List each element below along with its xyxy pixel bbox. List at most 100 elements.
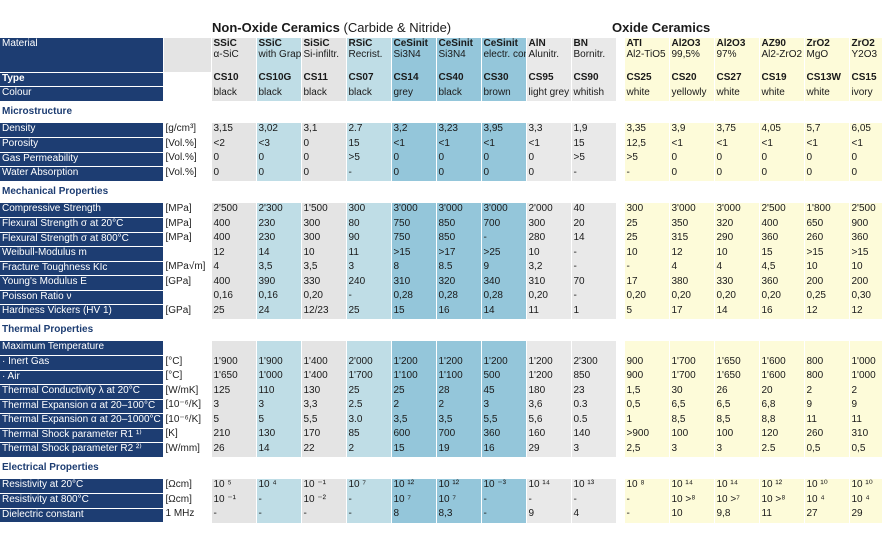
value-cell: <1 [526,137,572,152]
value-cell: 330 [714,275,760,290]
property-row: Resistivity at 800°C [Ωcm] 10 ⁻¹ -10 ⁻² -10 … [0,493,882,509]
value-cell: - [211,508,257,523]
value-cell: 1 [624,413,670,428]
value-cell: 2 [436,399,482,414]
value-cell: CS10 [211,72,257,87]
material-desc: Si3N4 [438,49,466,60]
property-row: Fracture Toughness KIc [MPa√m] 4 3,5 3,5 3 8 8.… [0,261,882,276]
value-cell: 130 [256,428,302,443]
value-cell: 0,20 [624,290,670,305]
value-cell: black [301,86,347,101]
value-cell: 12 [804,304,850,319]
value-cell: <1 [849,137,882,152]
value-cell: - [346,508,392,523]
group-spacer [616,152,625,167]
value-cell: 10 ⁵ [211,479,257,494]
value-cell: 0 [526,152,572,167]
value-cell: >5 [346,152,392,167]
value-cell: 300 [346,203,392,218]
value-cell: 0 [804,152,850,167]
group-spacer [616,413,625,428]
property-row: Dielectric constant 1 MHz - - - -8 8,3-9 4-10 9,… [0,508,882,523]
value-cell: 100 [714,428,760,443]
value-cell: 8,5 [714,413,760,428]
value-cell: - [346,493,392,508]
value-cell: >5 [571,152,617,167]
property-label: Compressive Strength [0,203,164,218]
non-oxide-heading: Non-Oxide Ceramics (Carbide & Nitride) [212,20,452,35]
value-cell: 0 [714,166,760,181]
value-cell: 400 [211,232,257,247]
value-cell: 10 ¹² [759,479,805,494]
value-cell: 240 [346,275,392,290]
value-cell: CS27 [714,72,760,87]
group-spacer [616,355,625,370]
value-cell: 5,5 [481,413,527,428]
value-cell: CS25 [624,72,670,87]
property-label: Flexural Strength σ at 20°C [0,217,164,233]
value-cell: 380 [669,275,715,290]
value-cell: 10 ⁻² [301,493,347,508]
value-cell: >15 [804,246,850,261]
value-cell: <1 [391,137,437,152]
value-cell: 3,75 [714,123,760,138]
value-cell: 0,20 [526,290,572,305]
value-cell: - [256,493,302,508]
value-cell: 25 [346,304,392,319]
group-spacer [616,479,625,494]
value-cell: 8,5 [669,413,715,428]
value-cell: CS90 [571,72,617,87]
value-cell: 1'400 [301,370,347,385]
value-cell: 350 [669,217,715,232]
value-cell [624,341,670,356]
value-cell: CS14 [391,72,437,87]
value-cell: 30 [669,384,715,399]
value-cell: 1'700 [346,370,392,385]
value-cell [211,341,257,356]
value-cell: - [526,493,572,508]
value-cell: 9 [849,399,882,414]
value-cell: 400 [211,275,257,290]
material-column-header: SiSiC Si-infiltr. [301,38,347,72]
value-cell: 10 ¹² [391,479,437,494]
value-cell: 4 [714,261,760,276]
property-label: Porosity [0,137,164,153]
value-cell: 850 [436,217,482,232]
property-row: Compressive Strength [MPa] 2'500 2'300 1'500… [0,203,882,218]
value-cell: 45 [481,384,527,399]
unit-cell: [MPa] [162,232,212,247]
value-cell: 120 [759,428,805,443]
value-cell: <1 [804,137,850,152]
value-cell: 3,5 [301,261,347,276]
value-cell: 0 [849,152,882,167]
row-gap [0,474,882,479]
value-cell: white [624,86,670,101]
value-cell: 320 [714,217,760,232]
value-cell: 10 ¹⁴ [669,479,715,494]
material-column-header: CeSinit Si3N4 [391,38,437,72]
value-cell: 3 [481,399,527,414]
section-heading-row: Electrical Properties [0,462,882,474]
value-cell: 1'800 [804,203,850,218]
material-desc: 97% [716,49,737,60]
material-desc: Si3N4 [393,49,421,60]
property-label: Thermal Shock parameter R2 ²⁾ [0,442,164,458]
value-cell: 1'200 [526,370,572,385]
value-cell: 0,16 [211,290,257,305]
value-cell: - [571,493,617,508]
value-cell: 1'650 [714,370,760,385]
material-abbr: ATI [626,38,642,49]
value-cell: 15 [759,246,805,261]
value-cell: - [346,166,392,181]
value-cell: 900 [849,217,882,232]
group-spacer [616,232,625,247]
value-cell [571,341,617,356]
value-cell: 170 [301,428,347,443]
value-cell: black [256,86,302,101]
value-cell: 6,5 [669,399,715,414]
value-cell: 9 [526,508,572,523]
value-cell: 0,25 [804,290,850,305]
value-cell: 10 >⁸ [759,493,805,508]
